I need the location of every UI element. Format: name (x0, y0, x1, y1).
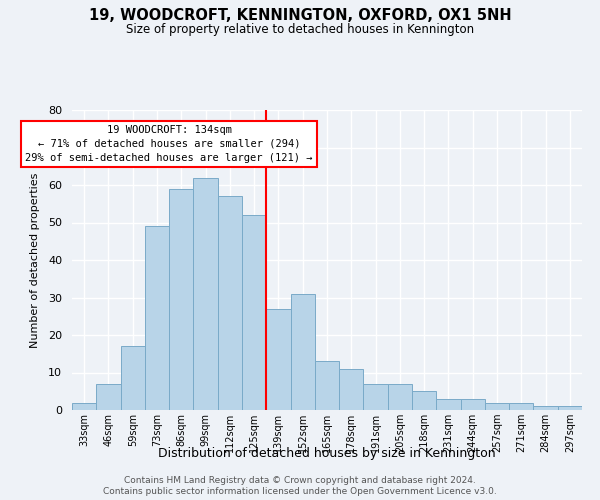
Bar (290, 294, 315, 410)
Bar (485, 402, 509, 410)
Bar (364, 384, 388, 410)
Bar (533, 406, 558, 410)
Bar (436, 399, 461, 410)
Bar (169, 188, 193, 410)
Bar (145, 226, 169, 410)
Bar (193, 178, 218, 410)
Text: Contains public sector information licensed under the Open Government Licence v3: Contains public sector information licen… (103, 488, 497, 496)
Text: Contains HM Land Registry data © Crown copyright and database right 2024.: Contains HM Land Registry data © Crown c… (124, 476, 476, 485)
Bar (315, 361, 339, 410)
Bar (558, 406, 582, 410)
Bar (461, 399, 485, 410)
Bar (121, 346, 145, 410)
Bar (509, 402, 533, 410)
Bar (339, 369, 364, 410)
Bar (218, 196, 242, 410)
Y-axis label: Number of detached properties: Number of detached properties (30, 172, 40, 348)
Text: 19 WOODCROFT: 134sqm
← 71% of detached houses are smaller (294)
29% of semi-deta: 19 WOODCROFT: 134sqm ← 71% of detached h… (25, 125, 313, 163)
Bar (242, 215, 266, 410)
Bar (72, 402, 96, 410)
Bar (388, 384, 412, 410)
Bar (266, 308, 290, 410)
Text: 19, WOODCROFT, KENNINGTON, OXFORD, OX1 5NH: 19, WOODCROFT, KENNINGTON, OXFORD, OX1 5… (89, 8, 511, 22)
Bar (412, 391, 436, 410)
Text: Distribution of detached houses by size in Kennington: Distribution of detached houses by size … (158, 448, 496, 460)
Bar (96, 384, 121, 410)
Text: Size of property relative to detached houses in Kennington: Size of property relative to detached ho… (126, 22, 474, 36)
